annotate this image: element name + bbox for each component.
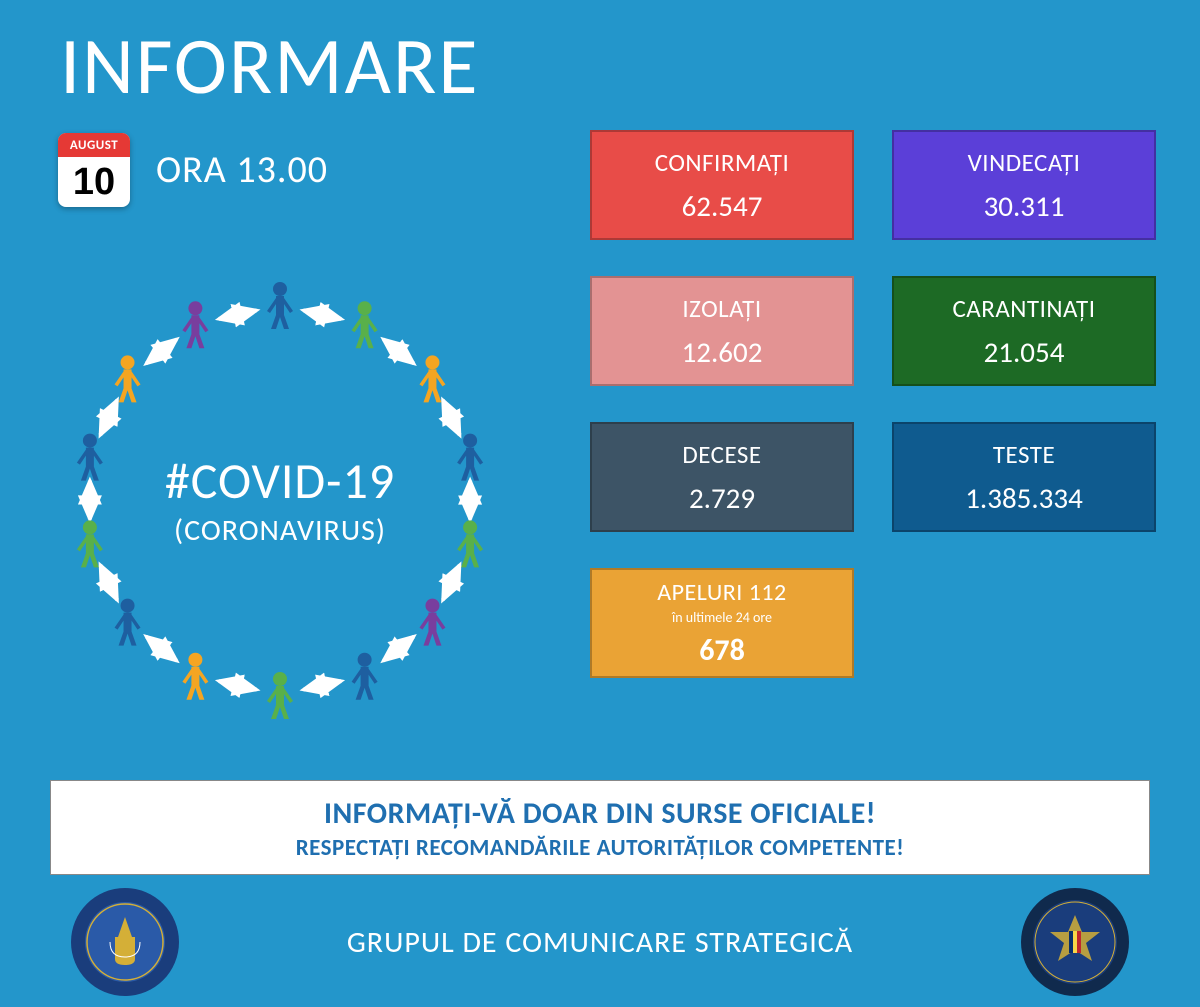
person-icon <box>419 355 445 402</box>
banner-line2: RESPECTAȚI RECOMANDĂRILE AUTORITĂȚILOR C… <box>61 834 1139 862</box>
stat-box: VINDECAȚI 30.311 <box>892 130 1156 240</box>
link-arrow-icon <box>303 681 341 690</box>
stat-label: VINDECAȚI <box>968 147 1081 178</box>
person-icon <box>115 355 141 402</box>
person-icon <box>182 653 208 700</box>
person-icon <box>115 599 141 646</box>
stat-box: IZOLAȚI 12.602 <box>590 276 854 386</box>
banner-line1: INFORMAȚI-VĂ DOAR DIN SURSE OFICIALE! <box>61 795 1139 832</box>
person-icon <box>182 301 208 348</box>
link-arrow-icon <box>383 339 413 363</box>
link-arrow-icon <box>219 681 257 690</box>
person-icon <box>267 672 293 719</box>
calls-box: APELURI 112 în ultimele 24 ore 678 <box>590 568 854 678</box>
link-arrow-icon <box>219 310 257 319</box>
stat-value: 21.054 <box>984 334 1065 370</box>
stat-box: CARANTINAȚI 21.054 <box>892 276 1156 386</box>
person-icon <box>419 599 445 646</box>
person-icon <box>457 520 483 567</box>
covid-hashtag: #COVID-19 <box>165 451 395 512</box>
calls-label: APELURI 112 <box>657 578 786 607</box>
covid-circle: #COVID-19 (CORONAVIRUS) <box>40 260 520 740</box>
stat-box: CONFIRMAȚI 62.547 <box>590 130 854 240</box>
calendar-month: AUGUST <box>58 133 130 157</box>
person-icon <box>77 520 103 567</box>
footer: GRUPUL DE COMUNICARE STRATEGICĂ <box>0 877 1200 1007</box>
stats-grid: CONFIRMAȚI 62.547 VINDECAȚI 30.311 IZOLAȚI 12… <box>590 130 1156 678</box>
link-arrow-icon <box>443 565 460 600</box>
link-arrow-icon <box>443 400 460 435</box>
link-arrow-icon <box>383 637 413 661</box>
stat-label: TESTE <box>993 439 1055 470</box>
calendar-day: 10 <box>73 157 115 207</box>
stat-label: CARANTINAȚI <box>952 293 1095 324</box>
covid-label: #COVID-19 (CORONAVIRUS) <box>165 451 395 549</box>
person-icon <box>457 434 483 481</box>
person-icon <box>267 282 293 329</box>
gov-seal-right-icon <box>1020 887 1130 997</box>
link-arrow-icon <box>146 339 176 363</box>
person-icon <box>77 434 103 481</box>
gov-seal-left-icon <box>70 887 180 997</box>
link-arrow-icon <box>146 637 176 661</box>
page-title: INFORMARE <box>0 0 1200 115</box>
stat-value: 62.547 <box>682 188 763 224</box>
stat-value: 30.311 <box>984 188 1065 224</box>
stat-value: 2.729 <box>689 480 755 516</box>
stat-label: CONFIRMAȚI <box>655 147 790 178</box>
link-arrow-icon <box>303 310 341 319</box>
calls-sublabel: în ultimele 24 ore <box>672 609 772 626</box>
stat-value: 12.602 <box>682 334 763 370</box>
time-label: ORA 13.00 <box>156 147 328 193</box>
stat-value: 1.385.334 <box>965 480 1083 516</box>
stat-label: IZOLAȚI <box>682 293 761 324</box>
covid-subtitle: (CORONAVIRUS) <box>165 512 395 549</box>
stat-box: TESTE 1.385.334 <box>892 422 1156 532</box>
link-arrow-icon <box>100 565 117 600</box>
stat-box: DECESE 2.729 <box>590 422 854 532</box>
calls-value: 678 <box>699 632 745 669</box>
link-arrow-icon <box>100 400 117 435</box>
footer-text: GRUPUL DE COMUNICARE STRATEGICĂ <box>347 924 853 961</box>
person-icon <box>352 653 378 700</box>
info-banner: INFORMAȚI-VĂ DOAR DIN SURSE OFICIALE! RE… <box>50 780 1150 875</box>
person-icon <box>352 301 378 348</box>
stat-label: DECESE <box>682 439 761 470</box>
calendar-icon: AUGUST 10 <box>58 133 130 207</box>
